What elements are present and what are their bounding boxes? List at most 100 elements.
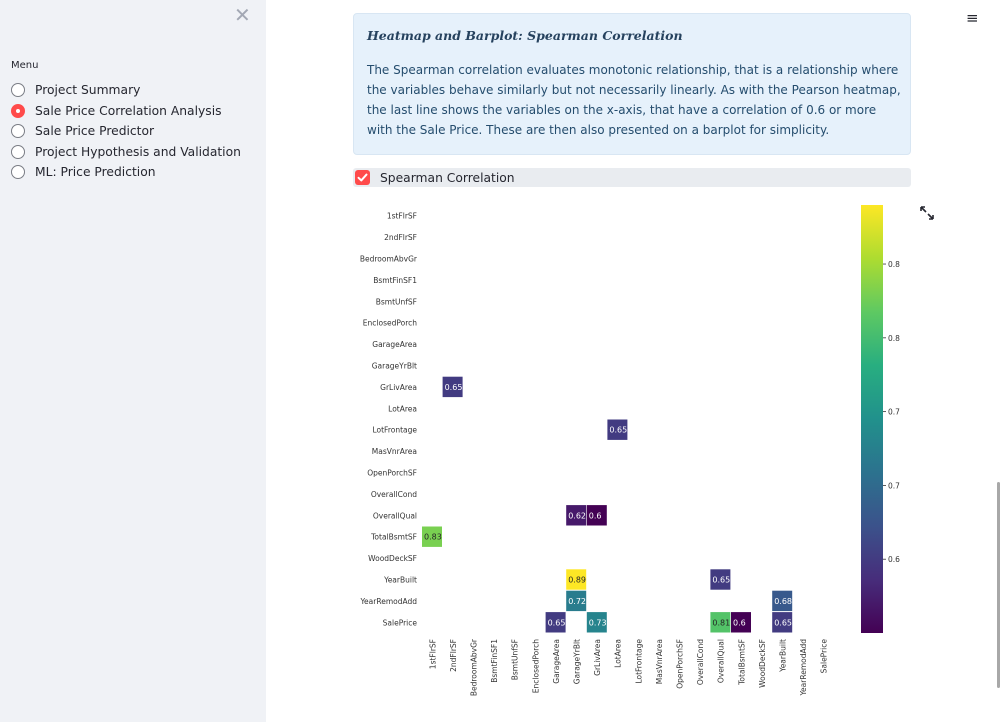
radio-unselected-icon[interactable]: [11, 83, 25, 97]
heatmap-col-label: YearRemodAdd: [799, 639, 808, 697]
menu-option-label: Sale Price Predictor: [35, 124, 155, 138]
checkbox-label: Spearman Correlation: [380, 170, 515, 185]
heatmap-col-label: GarageYrBlt: [573, 639, 582, 684]
heatmap-cell: [710, 569, 731, 590]
heatmap-row-label: SalePrice: [383, 618, 418, 627]
heatmap-cell-label: 0.65: [548, 618, 566, 627]
heatmap-row-label: OverallQual: [373, 511, 417, 520]
radio-unselected-icon[interactable]: [11, 124, 25, 138]
close-sidebar-icon[interactable]: ✕: [234, 3, 251, 27]
heatmap-cell-label: 0.73: [589, 618, 607, 627]
heatmap-row-label: BsmtFinSF1: [373, 276, 417, 285]
sidebar: ✕ Menu Project Summary Sale Price Correla…: [0, 0, 266, 722]
radio-selected-icon[interactable]: [11, 103, 25, 118]
heatmap-row-label: GarageArea: [372, 340, 417, 349]
menu-option[interactable]: Project Summary: [11, 80, 140, 100]
heatmap-cell: [772, 612, 793, 633]
heatmap-cell: [772, 590, 793, 612]
colorbar-tick-label: 0.70: [888, 481, 900, 490]
heatmap-cell-label: 0.68: [774, 597, 792, 606]
menu-option[interactable]: ML: Price Prediction: [11, 162, 156, 182]
heatmap-row-label: YearBuilt: [383, 576, 417, 585]
colorbar-tick-label: 0.65: [888, 555, 900, 564]
menu-label: Menu: [11, 60, 39, 71]
heatmap-row-label: BsmtUnfSF: [376, 297, 417, 306]
heatmap-col-label: BsmtUnfSF: [511, 639, 520, 680]
colorbar-tick-label: 0.80: [888, 334, 900, 343]
colorbar-tick-label: 0.85: [888, 260, 900, 269]
heatmap-row-label: YearRemodAdd: [359, 597, 417, 606]
heatmap-cell: [586, 612, 607, 633]
colorbar: [861, 205, 883, 633]
heatmap-cell-label: 0.6: [733, 618, 746, 627]
heatmap-row-label: MasVnrArea: [372, 447, 417, 456]
heatmap-row-label: BedroomAbvGr: [360, 255, 418, 264]
menu-option-label: ML: Price Prediction: [35, 165, 156, 179]
heatmap-cell: [586, 505, 607, 526]
menu-option[interactable]: Project Hypothesis and Validation: [11, 142, 241, 162]
heatmap-cell: [545, 612, 566, 633]
heatmap-col-label: BsmtFinSF1: [490, 639, 499, 683]
heatmap-col-label: YearBuilt: [779, 639, 788, 673]
heatmap-col-label: OverallCond: [696, 639, 705, 685]
heatmap-cell-label: 0.62: [568, 511, 586, 520]
heatmap-cell: [566, 505, 587, 526]
heatmap-cell: [566, 590, 587, 612]
fullscreen-icon[interactable]: [918, 204, 936, 226]
spearman-checkbox[interactable]: Spearman Correlation: [353, 168, 911, 187]
menu-option-label: Project Summary: [35, 83, 141, 97]
heatmap-col-label: SalePrice: [820, 639, 829, 674]
radio-unselected-icon[interactable]: [11, 165, 25, 179]
heatmap-cell-label: 0.83: [424, 533, 442, 542]
info-body: The Spearman correlation evaluates monot…: [367, 63, 901, 137]
heatmap-row-label: OverallCond: [371, 490, 417, 499]
heatmap-row-label: GarageYrBlt: [372, 362, 417, 371]
heatmap-cell: [607, 419, 628, 440]
heatmap-col-label: 1stFlrSF: [428, 639, 437, 669]
heatmap-row-label: 1stFlrSF: [387, 212, 417, 221]
heatmap-cell: [566, 569, 587, 590]
heatmap-col-label: LotFrontage: [634, 639, 643, 684]
menu-option[interactable]: Sale Price Correlation Analysis: [11, 101, 222, 121]
heatmap-row-label: OpenPorchSF: [367, 469, 417, 478]
hamburger-icon[interactable]: ≡: [966, 9, 979, 27]
menu-option-label: Sale Price Correlation Analysis: [35, 103, 222, 118]
spearman-heatmap: 0.650.650.62 0.60.830.89 0.650.72 0.680.65 0…: [359, 205, 900, 697]
heatmap-cell-label: 0.65: [774, 618, 792, 627]
heatmap-cell: [710, 612, 731, 633]
heatmap-row-label: LotArea: [388, 404, 417, 413]
heatmap-cell: [422, 526, 442, 547]
heatmap-cell: [442, 376, 463, 398]
heatmap-row-label: TotalBsmtSF: [370, 533, 417, 542]
menu-option-label: Project Hypothesis and Validation: [35, 144, 241, 159]
heatmap-cell: [731, 612, 751, 633]
heatmap-cell-label: 0.72: [568, 597, 586, 606]
heatmap-cell-label: 0.65: [609, 426, 627, 435]
heatmap-col-label: GarageArea: [552, 639, 561, 684]
page-scrollbar[interactable]: [997, 482, 1000, 688]
heatmap-col-label: TotalBsmtSF: [737, 639, 746, 686]
heatmap-row-label: LotFrontage: [372, 426, 417, 435]
heatmap-col-label: OpenPorchSF: [676, 639, 685, 689]
heatmap-col-label: WoodDeckSF: [758, 639, 767, 688]
heatmap-col-label: OverallQual: [717, 639, 726, 683]
heatmap-col-label: 2ndFlrSF: [449, 639, 458, 672]
heatmap-col-label: BedroomAbvGr: [470, 638, 479, 696]
heatmap-col-label: MasVnrArea: [655, 639, 664, 684]
heatmap-cell-label: 0.65: [712, 576, 730, 585]
heatmap-cell-label: 0.6: [589, 511, 602, 520]
heatmap-cell-label: 0.89: [568, 576, 586, 585]
menu-option[interactable]: Sale Price Predictor: [11, 121, 154, 141]
info-title: Heatmap and Barplot: Spearman Correlatio…: [367, 28, 683, 43]
radio-unselected-icon[interactable]: [11, 144, 25, 159]
colorbar-tick-label: 0.75: [888, 408, 900, 417]
info-box: Heatmap and Barplot: Spearman Correlatio…: [353, 13, 911, 155]
heatmap-row-label: EnclosedPorch: [363, 319, 417, 328]
heatmap-row-label: 2ndFlrSF: [384, 233, 417, 242]
heatmap-cell-label: 0.81: [712, 618, 730, 627]
heatmap-col-label: LotArea: [614, 639, 623, 668]
heatmap-cell-label: 0.65: [445, 383, 463, 392]
checkbox-checked-icon[interactable]: [355, 170, 370, 185]
heatmap-row-label: GrLivArea: [380, 383, 417, 392]
heatmap-col-label: GrLivArea: [593, 639, 602, 676]
